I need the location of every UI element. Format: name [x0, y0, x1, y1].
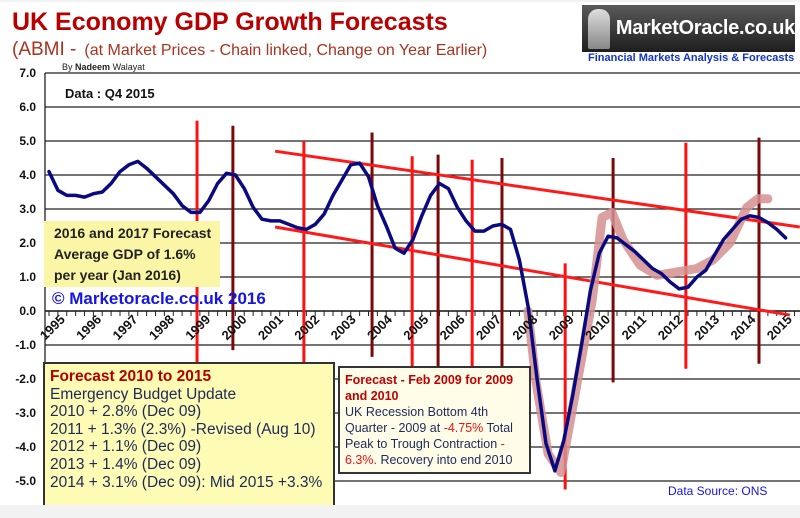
x-tick-label: 2015 [764, 312, 795, 343]
copyright-notice: © Marketoracle.co.uk 2016 [52, 289, 266, 308]
series [47, 159, 788, 477]
y-tick-label: -3.0 [15, 406, 36, 420]
byline-surname: Walayat [112, 62, 145, 72]
gdp-actual-line [47, 159, 788, 473]
x-axis-labels: 1995 1996 1997 1998 1999 2000 2001 2002 2003 2004… [37, 311, 795, 343]
trend-line [274, 149, 800, 229]
x-tick-label: 2007 [473, 312, 504, 343]
y-tick-label: 7.0 [19, 66, 36, 80]
y-tick-label: 6.0 [19, 100, 36, 114]
y-tick-label: -5.0 [15, 474, 36, 488]
x-tick-label: 2004 [364, 311, 396, 343]
chart-title: UK Economy GDP Growth Forecasts [12, 8, 448, 36]
y-tick-label: -4.0 [15, 440, 36, 454]
subtitle-abmi: (ABMI - [12, 39, 77, 60]
y-tick-label: 2.0 [19, 236, 36, 250]
chart-subtitle: (ABMI - (at Market Prices - Chain linked,… [12, 39, 487, 61]
recession-text-1: UK Recession Bottom 4th Quarter - 2009 a… [345, 405, 489, 435]
forecast-2016-line: per year (Jan 2016) [54, 267, 181, 283]
x-tick-label: 2002 [291, 312, 322, 343]
y-tick-label: -2.0 [15, 372, 36, 386]
recession-bottom-value: -4.75% [443, 421, 484, 435]
x-tick-label: 1995 [37, 312, 68, 343]
x-tick-label: 2011 [619, 312, 650, 343]
data-source: Data Source: ONS [668, 484, 768, 498]
x-tick-label: 2005 [400, 312, 431, 343]
forecast-2016-line: 2016 and 2017 Forecast [54, 225, 212, 241]
x-tick-label: 2012 [655, 312, 686, 343]
byline-prefix: By [62, 62, 73, 72]
x-tick-label: 1996 [73, 312, 104, 343]
x-tick-label: 2009 [546, 312, 577, 343]
y-tick-label: 0.0 [19, 304, 36, 318]
top-strip [0, 0, 800, 2]
budget-line: 2012 + 1.1% (Dec 09) [50, 438, 202, 456]
recession-text-3: Recovery into end 2010 [376, 453, 513, 467]
contraction-value: - 6.3%. [345, 437, 505, 467]
x-tick-label: 2006 [437, 312, 468, 343]
budget-forecast-title: Forecast 2010 to 2015 [50, 368, 212, 385]
recession-forecast-title: Forecast - Feb 2009 for 2009 and 2010 [345, 373, 514, 403]
budget-forecast-box: Forecast 2010 to 2015 Emergency Budget U… [43, 362, 335, 512]
budget-line: 2010 + 2.8% (Dec 09) [50, 403, 202, 421]
budget-line: 2011 + 1.3% (2.3%) -Revised (Aug 10) [50, 420, 316, 438]
y-tick-label: -1.0 [15, 338, 36, 352]
y-tick-label: 4.0 [19, 168, 36, 182]
byline-name: Nadeem [75, 62, 111, 72]
x-tick-label: 2013 [691, 312, 722, 343]
marketoracle-logo: MarketOracle.co.uk [582, 5, 795, 52]
budget-line: 2014 + 3.1% (Dec 09): Mid 2015 +3.3% [50, 473, 323, 491]
x-tick-label: 2003 [328, 312, 359, 343]
byline: By Nadeem Walayat [62, 62, 145, 73]
trend-line [274, 225, 791, 317]
y-tick-label: 3.0 [19, 202, 36, 216]
recession-forecast-box: Forecast - Feb 2009 for 2009 and 2010 UK… [338, 366, 531, 474]
recession-forecast-text: UK Recession Bottom 4th Quarter - 2009 a… [345, 404, 526, 468]
x-tick-label: 2008 [509, 312, 540, 343]
y-tick-label: 1.0 [19, 270, 36, 284]
forecast-2016-box: 2016 and 2017 Forecast Average GDP of 1.… [44, 221, 220, 287]
bottom-strip [0, 505, 800, 518]
logo-text: MarketOracle.co.uk [615, 17, 795, 39]
subtitle-description: (at Market Prices - Chain linked, Change… [84, 42, 488, 59]
trend-lines [274, 149, 800, 317]
budget-line: Emergency Budget Update [50, 385, 237, 403]
forecast-2016-line: Average GDP of 1.6% [54, 246, 196, 262]
x-tick-label: 1998 [146, 312, 177, 343]
forecast-line [523, 194, 773, 477]
logo-tagline: Financial Markets Analysis & Forecasts [588, 52, 795, 64]
x-tick-label: 1997 [110, 312, 141, 343]
x-tick-label: 2001 [255, 312, 286, 343]
statue-icon [588, 8, 610, 49]
data-date-label: Data : Q4 2015 [65, 86, 155, 101]
y-axis-labels: 7.0 6.0 5.0 4.0 3.0 2.0 1.0 0.0 -1.0 -2.0 -3.0 -4.0… [15, 66, 36, 488]
y-tick-label: 5.0 [19, 134, 36, 148]
budget-line: 2013 + 1.4% (Dec 09) [50, 455, 202, 473]
x-tick-label: 2014 [727, 311, 759, 343]
recession-text-2: Total Peak to Trough Contraction [345, 421, 513, 451]
